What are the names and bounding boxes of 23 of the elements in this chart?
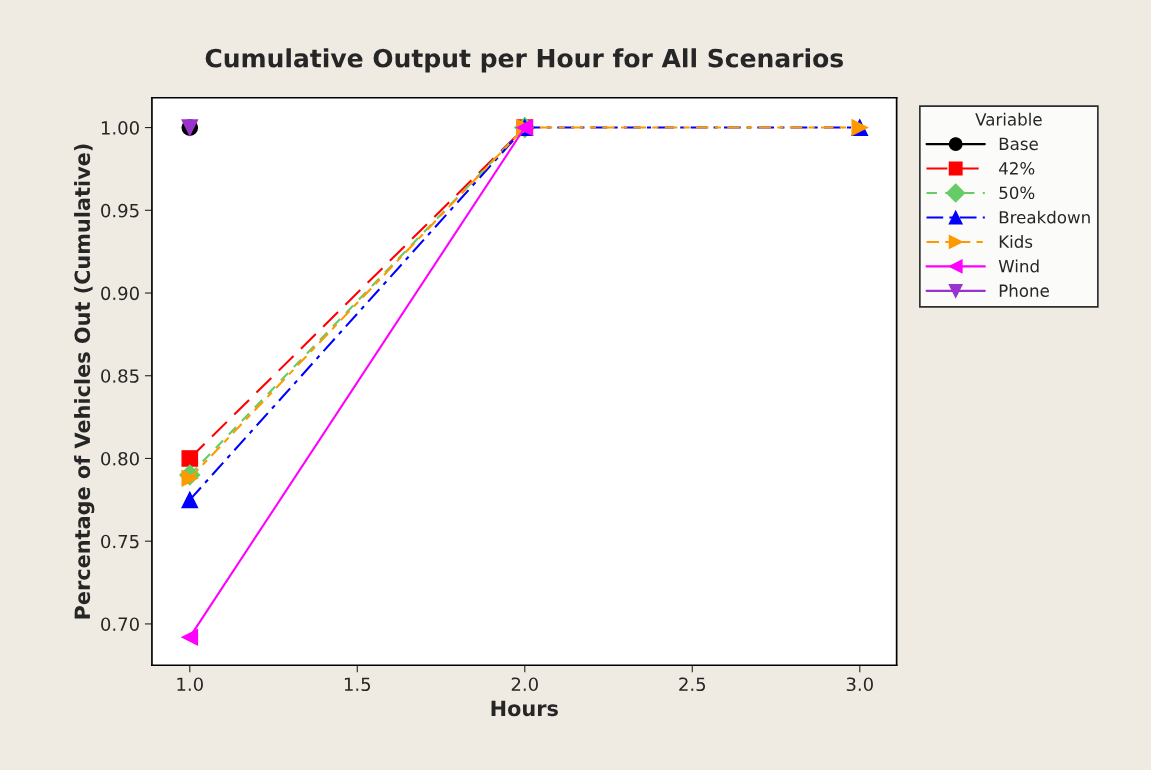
legend-label: Breakdown — [999, 210, 1090, 224]
x-tick-label: 1.0 — [177, 677, 203, 692]
x-tick-label: 2.5 — [679, 677, 706, 692]
x-tick-label: 2.0 — [511, 677, 538, 692]
legend-label: Wind — [998, 259, 1039, 273]
y-tick-label: 0.85 — [101, 369, 139, 383]
x-axis-title: Hours — [491, 700, 558, 717]
chart-title: Cumulative Output per Hour for All Scenarios — [205, 48, 843, 73]
legend-label: Kids — [999, 235, 1033, 249]
y-tick-label: 0.75 — [101, 534, 139, 549]
y-tick-label: 0.80 — [101, 451, 139, 466]
y-tick-label: 0.95 — [101, 203, 139, 218]
x-tick-label: 1.5 — [344, 677, 371, 692]
legend-title: Variable — [975, 112, 1042, 126]
y-tick-label: 0.70 — [101, 617, 139, 632]
x-tick-label: 3.0 — [846, 677, 873, 692]
legend-label: 42% — [999, 162, 1035, 175]
legend-label: 50% — [999, 186, 1035, 200]
legend-label: Phone — [999, 284, 1049, 297]
y-tick-label: 1.00 — [101, 121, 139, 135]
y-tick-label: 0.90 — [101, 286, 139, 301]
legend-label: Base — [999, 137, 1038, 151]
y-axis-title: Percentage of Vehicles Out (Cumulative) — [74, 144, 95, 619]
